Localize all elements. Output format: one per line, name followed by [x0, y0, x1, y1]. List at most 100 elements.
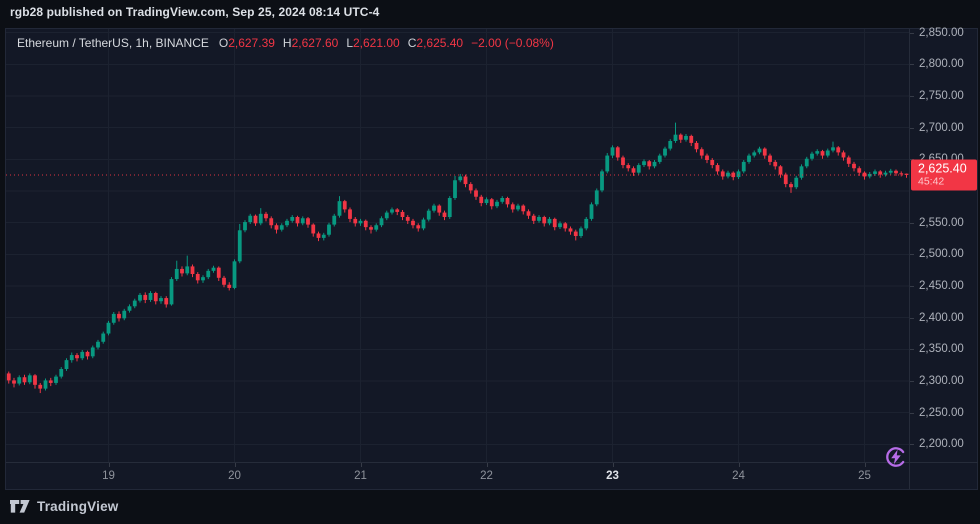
candle-body	[379, 218, 384, 226]
candle-body	[363, 220, 368, 228]
candle-body	[652, 161, 657, 167]
candle-body	[222, 277, 226, 285]
candle-body	[169, 279, 174, 305]
candle-body	[757, 148, 762, 153]
candle-body	[689, 135, 694, 143]
candle-body	[474, 190, 478, 197]
candle-body	[279, 225, 284, 230]
candle-body	[153, 292, 158, 302]
candle-body	[552, 218, 557, 228]
price-axis-label: 2,550.00	[919, 216, 964, 229]
candle-body	[888, 170, 893, 173]
price-axis[interactable]: 2,625.40 45:42 2,850.00 2,800.00 2,750.00 2…	[909, 27, 978, 462]
tradingview-logo-icon	[10, 500, 30, 513]
candle-body	[852, 163, 856, 169]
chart-widget: Ethereum / TetherUS, 1h, BINANCE O2,627.…	[5, 27, 978, 490]
candle-body	[316, 233, 321, 238]
candle-body	[778, 166, 783, 175]
candle-body	[285, 220, 289, 226]
ohlc-close: C2,625.40	[407, 36, 464, 50]
price-axis-tick	[910, 64, 914, 66]
time-axis[interactable]: 19 20 21 22 23 24 25	[6, 462, 909, 489]
price-axis-tick	[910, 32, 914, 34]
candle-body	[605, 155, 610, 172]
candle-body	[274, 225, 279, 230]
candle-body	[684, 135, 688, 140]
candle-body	[253, 215, 258, 224]
candle-body	[873, 171, 877, 174]
candle-body	[101, 333, 106, 342]
price-axis-label: 2,500.00	[919, 248, 964, 261]
ohlc-low: L2,621.00	[346, 36, 400, 50]
candle-body	[531, 215, 536, 221]
candle-body	[705, 155, 709, 161]
candle-body	[185, 266, 190, 274]
candle-body	[69, 355, 74, 361]
candle-body	[857, 168, 862, 173]
candle-body	[815, 151, 820, 154]
price-axis-label: 2,800.00	[919, 58, 964, 71]
candle-body	[384, 212, 389, 219]
price-axis-label: 2,750.00	[919, 90, 964, 103]
ohlc-open: O2,627.39	[218, 36, 275, 50]
candle-body	[390, 209, 394, 213]
candle-body	[621, 157, 625, 166]
candle-body	[232, 261, 237, 288]
candle-body	[75, 355, 79, 359]
chart-plot-area[interactable]	[6, 29, 909, 462]
candle-body	[589, 204, 594, 219]
candle-body	[132, 300, 137, 307]
candle-body	[731, 172, 736, 178]
candle-body	[841, 152, 846, 158]
price-axis-label: 2,350.00	[919, 343, 964, 356]
candle-body	[831, 147, 835, 151]
candle-body	[878, 171, 883, 175]
candle-body	[358, 220, 363, 224]
candle-body	[447, 198, 452, 218]
candle-body	[747, 155, 751, 162]
candle-body	[332, 215, 337, 225]
candle-body	[416, 225, 421, 229]
price-axis-label: 2,200.00	[919, 438, 964, 451]
candle-body	[663, 148, 667, 156]
candle-body	[369, 227, 373, 230]
time-axis-tick	[360, 463, 362, 467]
candle-body	[96, 341, 100, 348]
candle-body	[825, 150, 830, 156]
candle-body	[243, 222, 247, 231]
candle-body	[710, 160, 715, 166]
time-axis-tick	[864, 463, 866, 467]
candle-body	[195, 273, 200, 281]
candle-body	[636, 165, 641, 173]
candle-body	[579, 228, 583, 236]
candle-body	[237, 230, 242, 262]
time-axis-label: 24	[732, 470, 745, 482]
candle-body	[741, 161, 746, 172]
candle-body	[526, 211, 531, 216]
candle-body	[862, 172, 867, 177]
candle-body	[610, 147, 615, 156]
candle-body	[258, 213, 263, 224]
candle-body	[678, 134, 683, 140]
price-axis-label: 2,400.00	[919, 311, 964, 324]
candle-body	[783, 174, 788, 185]
candle-body	[894, 170, 898, 174]
candles-svg	[6, 29, 909, 462]
candle-body	[773, 161, 778, 167]
candle-body	[206, 270, 211, 278]
candle-body	[85, 351, 90, 357]
lightning-circle-icon[interactable]	[884, 445, 908, 469]
axis-corner	[909, 462, 978, 489]
price-axis-tick	[910, 127, 914, 129]
time-axis-label: 22	[480, 470, 493, 482]
candle-body	[715, 165, 720, 172]
price-axis-tick	[910, 317, 914, 319]
candle-body	[615, 147, 620, 158]
last-price-badge: 2,625.40 45:42	[911, 159, 977, 191]
tradingview-logo[interactable]: TradingView	[10, 499, 118, 514]
candle-body	[201, 277, 205, 281]
candle-body	[148, 292, 153, 300]
candle-body	[295, 217, 300, 224]
candle-body	[405, 217, 410, 221]
candle-body	[521, 205, 526, 212]
